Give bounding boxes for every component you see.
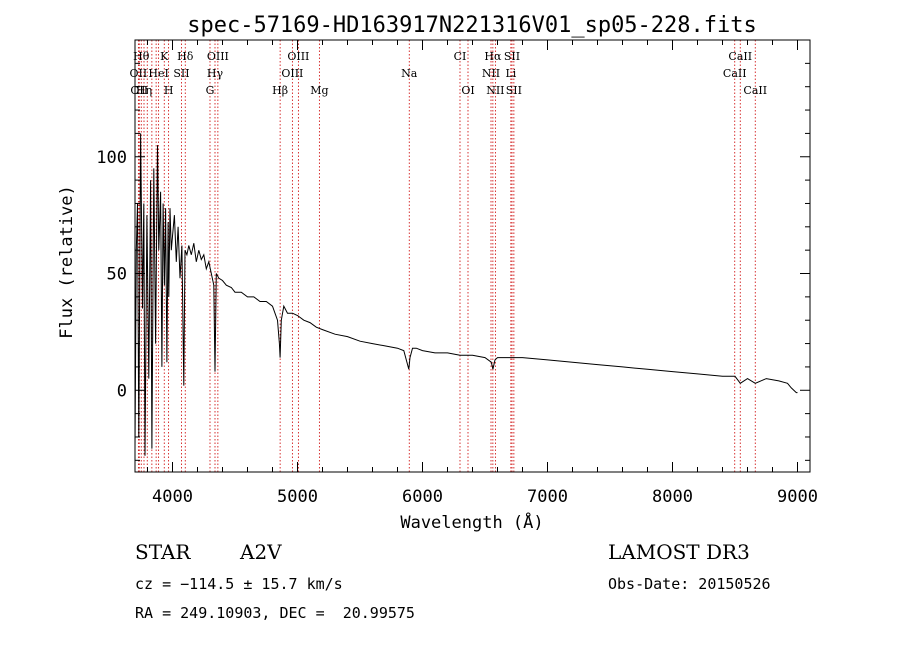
spectral-line-label: SII	[506, 84, 522, 97]
spectral-line-label: Hα	[484, 50, 502, 63]
spectral-line-label: NII	[486, 84, 504, 97]
spectral-line-label: Hβ	[272, 84, 288, 97]
spectral-line-label: SII	[173, 67, 189, 80]
spectral-line-label: K	[160, 50, 169, 63]
tick-label: 0	[117, 381, 127, 401]
tick-label: 4000	[152, 487, 193, 507]
survey-name: LAMOST DR3	[608, 540, 750, 564]
spectral-line-markers	[137, 40, 756, 472]
spectral-line-label: Hγ	[207, 67, 224, 80]
spectral-line-label: CaII	[743, 84, 767, 97]
spectral-line-label: OI	[461, 84, 474, 97]
object-subclass: A2V	[240, 540, 282, 564]
redshift-cz: cz = −114.5 ± 15.7 km/s	[135, 575, 343, 593]
spectral-line-label: Hθ	[133, 50, 150, 63]
tick-label: 100	[96, 148, 127, 168]
tick-label: 50	[107, 265, 127, 285]
spectral-line-label: CaII	[728, 50, 752, 63]
x-axis-label: Wavelength (Å)	[400, 511, 543, 533]
tick-label: 7000	[527, 487, 568, 507]
spectral-line-label: NII	[482, 67, 500, 80]
spectral-line-label: CI	[454, 50, 467, 63]
spectral-line-label: Mg	[310, 84, 328, 97]
spectral-line-label: H	[164, 84, 174, 97]
object-class: STAR	[135, 540, 191, 564]
chart-title: spec-57169-HD163917N221316V01_sp05-228.f…	[187, 13, 757, 38]
spectral-line-labels: OIIOIIHθHηHeIKHSIIHδGHγOIIIHβOIIIOIIIMgN…	[130, 50, 768, 97]
spectral-line-label: OII	[130, 67, 148, 80]
axis-ticks: 4000 5000 6000 7000 8000 9000 0 50 100	[96, 40, 818, 507]
plot-frame	[134, 39, 811, 473]
spectral-line-label: HeI	[148, 67, 168, 80]
spectral-line-label: Hδ	[177, 50, 194, 63]
spectral-line-label: SII	[504, 50, 520, 63]
tick-label: 6000	[402, 487, 443, 507]
spectral-line-label: Li	[505, 67, 516, 80]
spectral-line-label: Na	[401, 67, 418, 80]
spectral-line-label: CaII	[723, 67, 747, 80]
y-axis-label: Flux (relative)	[57, 185, 77, 339]
spectral-line-label: OIII	[207, 50, 229, 63]
tick-label: 5000	[277, 487, 318, 507]
spectral-line-label: G	[206, 84, 215, 97]
ra-dec: RA = 249.10903, DEC = 20.99575	[135, 604, 415, 622]
obs-date: Obs-Date: 20150526	[608, 575, 771, 593]
spectrum-series-line	[134, 133, 798, 456]
tick-label: 9000	[777, 487, 818, 507]
spectral-line-label: OIII	[287, 50, 309, 63]
tick-label: 8000	[652, 487, 693, 507]
spectral-line-label: OIII	[281, 67, 303, 80]
spectral-line-label: Hη	[136, 84, 152, 97]
